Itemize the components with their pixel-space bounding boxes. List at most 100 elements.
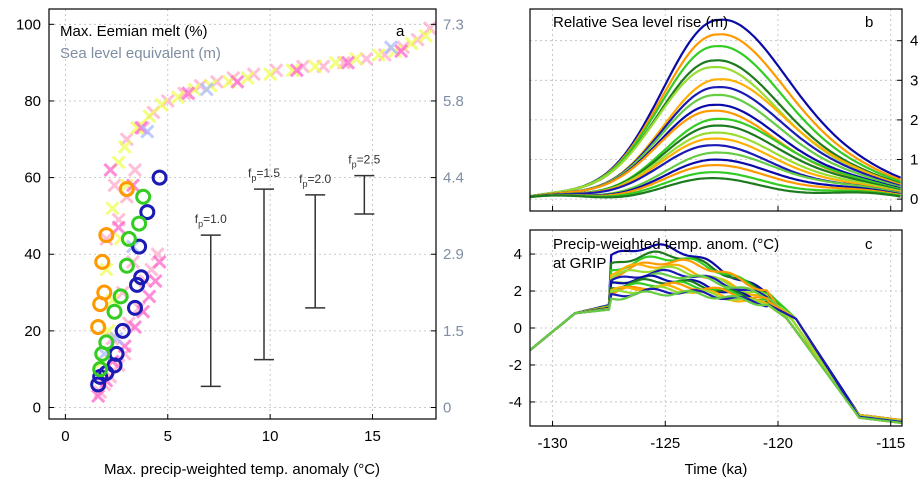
cross-marker bbox=[105, 201, 120, 216]
panel-b-label: b bbox=[865, 14, 873, 31]
error-bar-label: fp=1.5 bbox=[248, 166, 280, 183]
axis-ticks-c: 4 2 0 -2 -4 -130 -125 -120 -115 bbox=[509, 246, 906, 452]
cross-marker bbox=[142, 109, 157, 124]
cross-marker bbox=[136, 304, 151, 319]
panel-c-xlabel: Time (ka) bbox=[685, 461, 748, 478]
circle-marker bbox=[133, 269, 150, 286]
x-tick-label: 15 bbox=[364, 428, 381, 445]
y2-tick-label: 2.9 bbox=[443, 246, 464, 263]
cross-marker bbox=[107, 178, 122, 193]
panel-a-title: Max. Eemian melt (%) bbox=[60, 23, 208, 40]
panel-c-label: c bbox=[865, 236, 873, 253]
y-tick-label: 40 bbox=[24, 246, 41, 263]
x-tick-label: -130 bbox=[538, 435, 568, 452]
panel-a-subtitle: Sea level equivalent (m) bbox=[60, 45, 221, 62]
cross-marker bbox=[383, 40, 399, 55]
panel-a-label: a bbox=[396, 23, 405, 40]
circle-marker bbox=[118, 181, 135, 198]
cross-marker bbox=[129, 120, 145, 135]
cross-marker bbox=[91, 388, 106, 404]
circle-marker bbox=[127, 299, 143, 316]
y2-tick-label: 1.5 bbox=[443, 323, 464, 340]
cross-marker bbox=[289, 63, 304, 78]
cross-marker bbox=[359, 51, 374, 66]
panel-c: 4 2 0 -2 -4 -130 -125 -120 -115 Precip-weighted … bbox=[509, 229, 906, 478]
circle-marker bbox=[98, 334, 115, 351]
circle-marker bbox=[120, 230, 137, 247]
cross-marker bbox=[199, 82, 214, 97]
cross-marker bbox=[181, 86, 196, 101]
circle-marker bbox=[131, 238, 148, 255]
y2-tick-label: 5.8 bbox=[443, 93, 464, 110]
cross-marker bbox=[418, 28, 433, 43]
cross-marker bbox=[103, 162, 118, 177]
circle-marker bbox=[92, 361, 109, 378]
cross-marker bbox=[127, 319, 143, 335]
error-bar bbox=[200, 234, 221, 388]
cross-marker bbox=[308, 59, 323, 74]
error-bar-label: fp=2.0 bbox=[299, 172, 331, 189]
sea-level-curves bbox=[530, 18, 902, 199]
cross-marker bbox=[285, 63, 300, 78]
cross-marker bbox=[154, 97, 169, 112]
y-tick-label: 0 bbox=[910, 191, 918, 208]
error-bar bbox=[354, 174, 375, 215]
panel-c-title-line2: at GRIP bbox=[553, 255, 606, 272]
circle-marker bbox=[118, 257, 135, 274]
cross-marker bbox=[99, 262, 114, 277]
x-tick-label: 10 bbox=[262, 428, 279, 445]
axis-ticks-b: 0 1 2 3 4 bbox=[552, 33, 918, 211]
panel-b: 0 1 2 3 4 Relative Sea level rise (m) b bbox=[529, 8, 918, 212]
y-tick-label: 20 bbox=[24, 323, 41, 340]
y-tick-label: 4 bbox=[910, 33, 918, 50]
cross-marker bbox=[117, 139, 132, 155]
circle-marker bbox=[131, 215, 148, 232]
circle-marker bbox=[129, 276, 146, 293]
panel-a: fp=1.0 fp=1.5 fp=2.0 fp=2.5 0 5 10 15 0 0 20 1.5 40… bbox=[16, 8, 464, 478]
panel-c-title: Precip-weighted temp. anom. (°C) bbox=[553, 236, 779, 253]
cross-marker bbox=[111, 220, 126, 235]
x-tick-label: -125 bbox=[650, 435, 680, 452]
cross-marker bbox=[127, 162, 143, 177]
error-bar-label: fp=1.0 bbox=[195, 212, 227, 229]
cross-marker bbox=[340, 55, 356, 70]
circle-marker bbox=[96, 284, 113, 301]
y-tick-label: 4 bbox=[514, 246, 522, 263]
cross-marker bbox=[349, 51, 364, 66]
sea-level-line bbox=[530, 177, 901, 199]
circle-marker bbox=[139, 204, 156, 221]
circle-marker bbox=[94, 253, 111, 270]
error-bar-label: fp=2.5 bbox=[348, 153, 380, 170]
cross-marker bbox=[263, 67, 278, 82]
temperature-curves bbox=[530, 243, 902, 424]
cross-marker bbox=[240, 70, 255, 86]
y-tick-label: 2 bbox=[514, 283, 522, 300]
temperature-line bbox=[530, 289, 902, 424]
cross-marker bbox=[230, 74, 245, 89]
error-bars: fp=1.0 fp=1.5 fp=2.0 fp=2.5 bbox=[195, 153, 381, 388]
x-tick-label: 0 bbox=[61, 428, 69, 445]
x-tick-label: -115 bbox=[876, 435, 905, 452]
circle-marker bbox=[112, 288, 129, 305]
circle-marker bbox=[114, 322, 131, 339]
x-tick-label: 5 bbox=[164, 428, 172, 445]
error-bar bbox=[305, 194, 326, 309]
circle-marker bbox=[90, 376, 107, 393]
cross-marker bbox=[152, 254, 167, 269]
cross-marker bbox=[170, 90, 186, 105]
cross-marker bbox=[371, 47, 386, 63]
plot-frame-b bbox=[529, 8, 903, 212]
panel-a-xlabel: Max. precip-weighted temp. anomaly (°C) bbox=[104, 461, 380, 478]
cross-marker bbox=[328, 55, 343, 70]
plot-frame-a bbox=[48, 8, 437, 420]
scatter-markers-a bbox=[90, 21, 436, 404]
circle-marker bbox=[90, 319, 107, 336]
cross-marker bbox=[99, 231, 114, 246]
circle-marker bbox=[106, 303, 123, 320]
y-tick-label: 100 bbox=[16, 16, 41, 33]
error-bar bbox=[254, 188, 274, 361]
cross-marker bbox=[140, 124, 155, 139]
y-tick-label: 0 bbox=[33, 400, 41, 417]
y2-tick-label: 4.4 bbox=[443, 170, 464, 187]
